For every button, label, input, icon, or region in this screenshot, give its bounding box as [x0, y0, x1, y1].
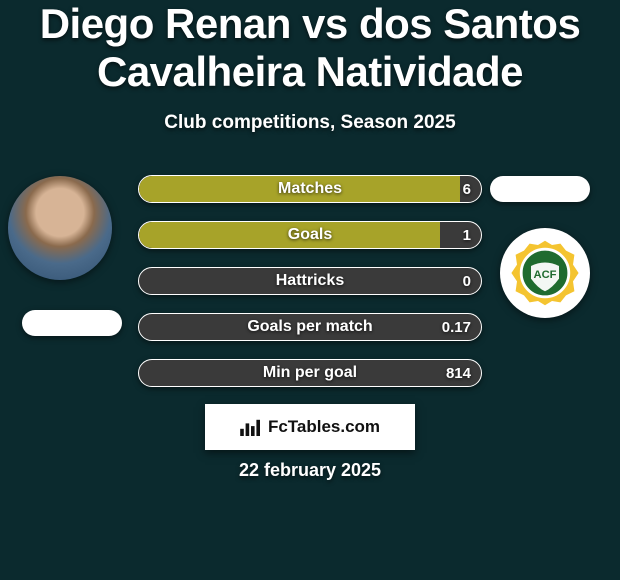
stat-value: 1 — [463, 222, 471, 248]
stat-label: Hattricks — [139, 268, 481, 294]
stat-label: Goals — [139, 222, 481, 248]
stat-label: Matches — [139, 176, 481, 202]
stat-row: Goals1 — [138, 221, 482, 249]
stat-value: 6 — [463, 176, 471, 202]
stat-row: Hattricks0 — [138, 267, 482, 295]
player-avatar-left — [8, 176, 112, 280]
bar-chart-icon — [240, 418, 262, 436]
stat-value: 814 — [446, 360, 471, 386]
left-caption-pill — [22, 310, 122, 336]
brand-box: FcTables.com — [205, 404, 415, 450]
page-title: Diego Renan vs dos Santos Cavalheira Nat… — [0, 0, 620, 97]
stat-row: Min per goal814 — [138, 359, 482, 387]
right-caption-pill — [490, 176, 590, 202]
stat-row: Matches6 — [138, 175, 482, 203]
club-badge-right: ACF — [500, 228, 590, 318]
stat-bars: Matches6Goals1Hattricks0Goals per match0… — [138, 175, 482, 405]
date-text: 22 february 2025 — [0, 460, 620, 481]
svg-text:ACF: ACF — [534, 269, 557, 281]
comparison-card: Diego Renan vs dos Santos Cavalheira Nat… — [0, 0, 620, 580]
stat-label: Goals per match — [139, 314, 481, 340]
brand-text: FcTables.com — [268, 417, 380, 437]
stat-row: Goals per match0.17 — [138, 313, 482, 341]
stat-value: 0 — [463, 268, 471, 294]
chapecoense-crest-icon: ACF — [510, 238, 580, 308]
stat-value: 0.17 — [442, 314, 471, 340]
subtitle: Club competitions, Season 2025 — [0, 112, 620, 134]
stat-label: Min per goal — [139, 360, 481, 386]
